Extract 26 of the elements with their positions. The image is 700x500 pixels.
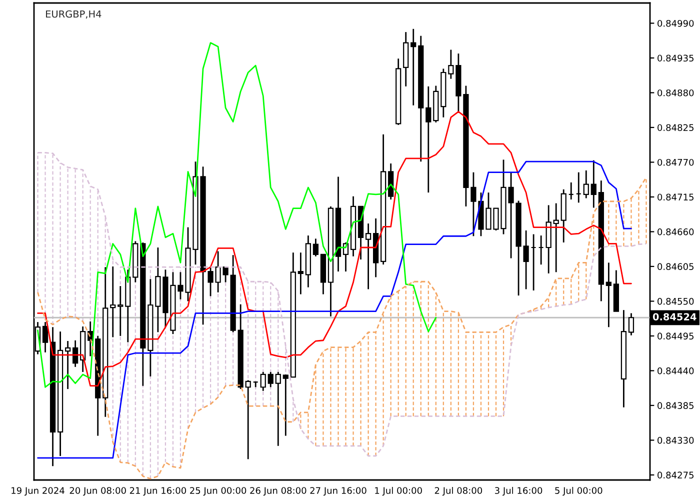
y-tick-label: 0.84990 [658, 20, 694, 27]
y-tick-label: 0.84550 [658, 298, 694, 305]
ref-line-label: 0.84524 [652, 313, 696, 320]
x-tick-label: 3 Jul 16:00 [495, 486, 542, 496]
x-tick-label: 5 Jul 00:00 [555, 486, 602, 496]
y-tick-label: 0.84770 [658, 158, 694, 166]
y-tick-label: 0.84660 [658, 228, 694, 236]
y-tick-label: 0.84880 [658, 89, 694, 96]
y-tick-label: 0.84495 [658, 332, 694, 340]
x-tick-label: 25 Jun 00:00 [190, 487, 246, 496]
x-tick-label: 2 Jul 08:00 [434, 486, 482, 496]
y-tick-label: 0.84825 [658, 124, 694, 132]
x-tick-label: 19 Jun 2024 [12, 487, 64, 496]
text: EURGBP,H4 [46, 10, 102, 19]
y-tick-label: 0.84385 [658, 402, 694, 410]
y-tick-label: 0.84935 [658, 54, 694, 62]
x-tick-label: 27 Jun 16:00 [310, 487, 366, 496]
x-tick-label: 1 Jul 00:00 [375, 486, 422, 496]
y-tick-label: 0.84275 [658, 472, 694, 479]
y-tick-label: 0.84330 [658, 436, 694, 444]
x-tick-label: 20 Jun 08:00 [70, 487, 126, 496]
y-tick-label: 0.84605 [658, 263, 694, 270]
x-tick-label: 21 Jun 16:00 [130, 487, 186, 496]
y-tick-label: 0.84440 [658, 367, 694, 374]
y-tick-label: 0.84715 [658, 194, 694, 201]
x-tick-label: 26 Jun 08:00 [250, 487, 306, 496]
